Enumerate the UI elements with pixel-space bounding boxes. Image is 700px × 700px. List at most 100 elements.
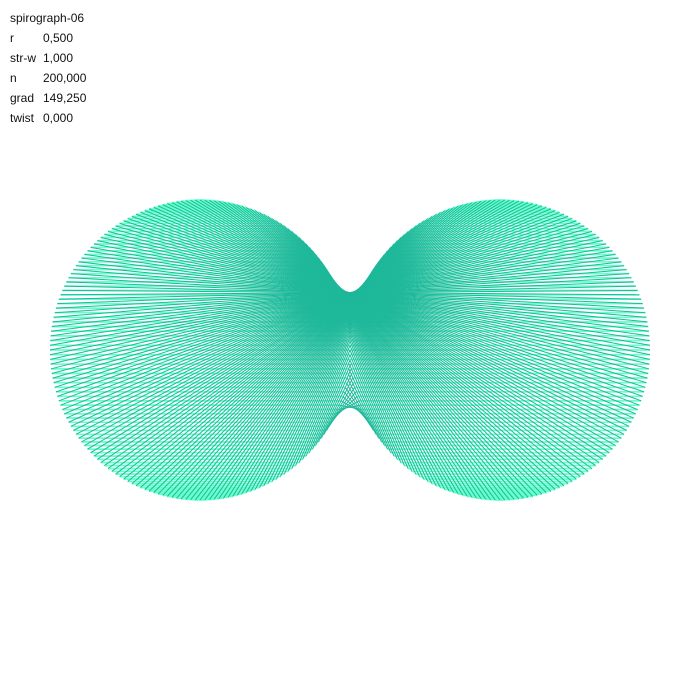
cross-chord-line-25 <box>305 349 351 457</box>
param-label: n <box>10 71 17 85</box>
cross-chord-line-88 <box>60 211 560 406</box>
cross-chord-line-29 <box>291 331 352 469</box>
cross-chord-line-162 <box>254 210 560 489</box>
cross-chord-line-163 <box>259 211 556 490</box>
cross-chord-line-149 <box>195 199 610 454</box>
cross-chord-line-153 <box>213 200 596 466</box>
cross-chord-line-2 <box>349 359 388 450</box>
param-label: grad <box>10 91 35 105</box>
cross-chord-line-27 <box>298 340 351 463</box>
cross-chord-line-158 <box>236 204 577 480</box>
cross-chord-line-132 <box>119 222 647 384</box>
cross-chord-line-19 <box>323 377 354 435</box>
cross-chord-line-197 <box>348 335 405 466</box>
cross-chord-line-70 <box>111 201 477 472</box>
cross-chord-line-39 <box>250 285 365 492</box>
cross-chord-line-196 <box>348 331 409 469</box>
cross-chord-line-187 <box>337 290 446 490</box>
cross-chord-line-157 <box>232 203 581 478</box>
param-value: 1,000 <box>43 51 74 65</box>
cross-chord-line-156 <box>227 202 585 475</box>
cross-chord-line-34 <box>271 307 357 482</box>
cross-chord-line-184 <box>331 277 459 495</box>
cross-chord-line-74 <box>97 199 496 460</box>
cross-chord-line-192 <box>344 312 425 480</box>
cross-chord-line-145 <box>176 201 622 439</box>
cross-chord-line-137 <box>140 211 640 406</box>
cross-chord-line-198 <box>349 340 402 463</box>
cross-chord-line-131 <box>115 225 648 379</box>
cross-chord-line-191 <box>343 307 429 482</box>
cross-chord-line-93 <box>53 222 581 384</box>
param-label: twist <box>10 111 34 125</box>
cross-chord-line-133 <box>123 220 646 388</box>
cross-chord-line-142 <box>162 204 630 427</box>
cross-chord-line-89 <box>58 213 565 402</box>
cross-chord-line-193 <box>345 317 421 477</box>
cross-chord-line-151 <box>204 199 603 460</box>
cross-chord-line-144 <box>171 202 625 435</box>
cross-chord-line-188 <box>339 294 441 488</box>
cross-chord-line-38 <box>254 290 363 490</box>
cross-chord-line-155 <box>223 201 589 472</box>
cross-chord-line-36 <box>263 298 360 486</box>
cross-chord-line-62 <box>144 211 441 490</box>
cross-chord-line-143 <box>167 203 627 431</box>
cross-chord-line-21 <box>318 368 352 443</box>
param-value: 200,000 <box>43 71 87 85</box>
cross-chord-line-71 <box>107 200 482 469</box>
cross-chord-line-6 <box>346 377 377 435</box>
cross-chord-line-95 <box>51 228 589 374</box>
cross-chord-line-30 <box>287 326 353 472</box>
cross-chord-line-190 <box>342 303 433 484</box>
cross-chord-line-1 <box>349 354 392 453</box>
cross-chord-line-13 <box>337 404 361 411</box>
cross-chord-line-183 <box>328 273 464 496</box>
cross-chord-line-4 <box>348 368 382 443</box>
cross-chord-line-28 <box>295 335 352 466</box>
cross-chord-line-161 <box>250 208 565 487</box>
cross-chord-line-66 <box>127 205 459 482</box>
cross-chord-line-87 <box>62 210 556 411</box>
cross-chord-line-40 <box>245 281 367 493</box>
cross-chord-line-186 <box>335 285 450 492</box>
cross-chord-line-150 <box>199 199 607 457</box>
cross-chord-line-139 <box>148 208 636 415</box>
cross-chord-line-94 <box>52 225 585 379</box>
cross-chord-line-130 <box>111 228 649 374</box>
cross-chord-line-78 <box>84 200 515 447</box>
param-label: str-w <box>10 51 36 65</box>
cross-chord-line-72 <box>104 200 487 466</box>
cross-chord-line-138 <box>144 210 638 411</box>
cross-chord-line-26 <box>302 345 351 460</box>
cross-chord-line-136 <box>135 213 642 402</box>
cross-chord-line-63 <box>140 210 446 489</box>
cross-chord-line-31 <box>283 321 354 475</box>
cross-chord-line-182 <box>326 269 468 497</box>
cross-chord-line-81 <box>75 202 529 435</box>
cross-chord-line-76 <box>90 199 505 454</box>
param-row-twist: twist 0,000 <box>10 108 86 128</box>
cross-chord-line-64 <box>135 208 450 487</box>
cross-chord-line-154 <box>218 200 593 469</box>
cross-chord-line-37 <box>259 294 361 488</box>
param-row-n: n 200,000 <box>10 68 86 88</box>
cross-chord-line-68 <box>119 203 468 478</box>
cross-chord-line-20 <box>320 373 353 439</box>
cross-chord-line-194 <box>346 321 417 475</box>
cross-chord-line-140 <box>153 206 634 419</box>
parameter-readout: spirograph-06 r 0,500 str-w 1,000 n 200,… <box>10 8 86 128</box>
param-value: 0,000 <box>43 111 74 125</box>
cross-chord-line-141 <box>157 205 632 423</box>
cross-chord-line-73 <box>100 199 491 463</box>
sketch-title: spirograph-06 <box>10 11 85 25</box>
cross-chord-line-77 <box>87 199 510 450</box>
cross-chord-line-61 <box>148 213 437 492</box>
cross-chord-line-195 <box>347 326 413 472</box>
cross-chord-line-146 <box>180 200 619 443</box>
cross-chord-line-22 <box>315 363 352 446</box>
cross-chord-line-147 <box>185 200 616 447</box>
cross-chord-line-0 <box>349 349 395 457</box>
cross-chord-line-135 <box>131 215 643 397</box>
cross-chord-line-160 <box>246 206 569 485</box>
